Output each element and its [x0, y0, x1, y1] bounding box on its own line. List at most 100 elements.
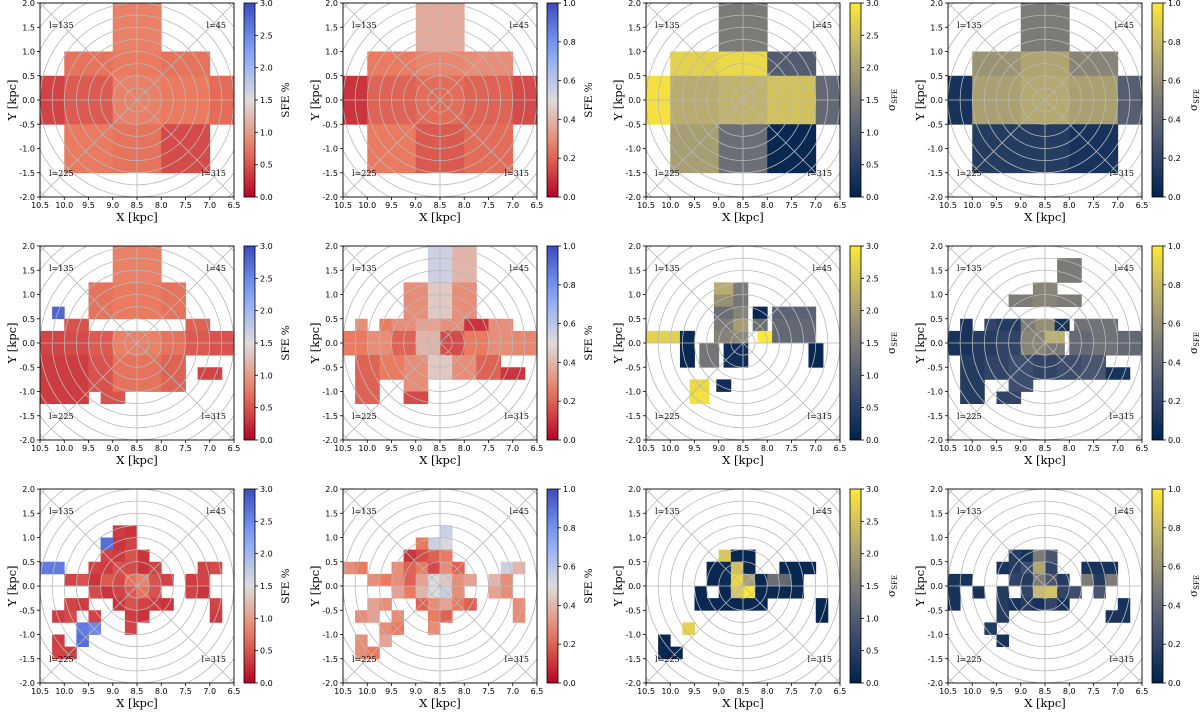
heatmap-cell — [1020, 573, 1034, 587]
y-tick-label: -1.5 — [625, 169, 641, 178]
colorbar-label-subscript: SFE — [891, 575, 899, 590]
y-tick-label: -1.5 — [322, 655, 338, 664]
colorbar-tick-label: 2.5 — [260, 274, 273, 283]
quadrant-label: l=225 — [957, 655, 982, 664]
x-tick-label: 10.5 — [637, 444, 655, 453]
x-tick-label: 7.0 — [203, 201, 216, 210]
heatmap-cell — [137, 549, 150, 563]
heatmap-cell — [391, 573, 405, 587]
polar-grid — [343, 489, 537, 683]
x-tick-label: 7.0 — [203, 444, 216, 453]
polar-grid — [646, 3, 840, 197]
grid-radial-line — [646, 585, 744, 683]
x-tick-label: 9.0 — [1014, 201, 1027, 210]
heatmap-cell — [706, 561, 720, 575]
colorbar — [849, 245, 862, 441]
x-tick-label: 7.0 — [1111, 687, 1124, 696]
heatmap-cell — [124, 537, 138, 551]
x-tick-label: 7.0 — [809, 201, 822, 210]
y-tick-label: -2.0 — [625, 679, 641, 688]
quadrant-label: l=135 — [655, 264, 680, 273]
colorbar — [849, 488, 862, 684]
heatmap-cell — [1105, 367, 1131, 380]
colorbar-tick-label: 0.5 — [260, 647, 273, 656]
x-tick-label: 10.0 — [963, 687, 981, 696]
grid-radial-line — [343, 585, 441, 683]
quadrant-label: l=225 — [655, 412, 680, 421]
heatmap-cell — [689, 391, 710, 405]
heatmap-cell — [694, 586, 708, 599]
colorbar-tick-label: 1.0 — [260, 614, 273, 623]
y-tick-label: -0.5 — [19, 120, 35, 129]
quadrant-label: l=45 — [1115, 264, 1134, 273]
heatmap-cell — [355, 355, 380, 405]
y-tick-label: 0.5 — [628, 315, 641, 324]
colorbar — [849, 2, 862, 198]
quadrant-label: l=315 — [504, 655, 529, 664]
colorbar-tick-label: 0.4 — [1168, 601, 1181, 610]
y-tick-label: -1.0 — [927, 631, 943, 640]
x-tick-label: 7.5 — [1087, 201, 1100, 210]
heatmap-cell — [752, 306, 768, 320]
heatmap-cell — [1057, 573, 1070, 587]
y-tick-label: -1.0 — [322, 145, 338, 154]
grid-radial-line — [343, 99, 441, 197]
y-tick-label: 1.0 — [930, 291, 943, 300]
y-axis-label: Y [kpc] — [611, 566, 625, 608]
heatmap-cell — [1045, 549, 1058, 563]
x-tick-label: 8.5 — [131, 201, 144, 210]
x-tick-label: 8.0 — [458, 444, 471, 453]
heatmap-cells — [658, 549, 829, 660]
y-tick-label: -0.5 — [322, 606, 338, 615]
x-tick-label: 8.0 — [761, 687, 774, 696]
heatmap-cell — [100, 537, 114, 551]
heatmap-cell — [197, 367, 223, 380]
y-tick-label: -1.5 — [322, 412, 338, 421]
heatmap-cell — [52, 306, 65, 320]
y-tick-label: -1.5 — [19, 655, 35, 664]
x-tick-label: 6.5 — [228, 687, 241, 696]
x-tick-label: 8.0 — [155, 444, 168, 453]
x-tick-label: 10.0 — [661, 687, 679, 696]
heatmap-cell — [679, 343, 695, 368]
quadrant-label: l=225 — [49, 169, 74, 178]
heatmap-cell — [996, 610, 1010, 623]
colorbar-tick-label: 0.0 — [866, 679, 879, 688]
heatmap-cell — [100, 573, 114, 587]
y-tick-label: -1.0 — [322, 388, 338, 397]
y-tick-label: 0.0 — [325, 582, 338, 591]
x-tick-label: 9.0 — [106, 201, 119, 210]
quadrant-label: l=135 — [352, 21, 377, 30]
heatmap-cell — [791, 561, 805, 575]
colorbar-tick-label: 0.6 — [563, 320, 576, 329]
panel-r3-c3: l=135 l=45 l=225 l=315 10.5 10.0 9.5 9.0 8.5 8.0 7… — [611, 485, 899, 710]
heatmap-cell — [415, 586, 429, 599]
quadrant-label: l=135 — [352, 264, 377, 273]
x-tick-label: 10.0 — [55, 687, 73, 696]
y-tick-label: -0.5 — [625, 606, 641, 615]
x-tick-label: 10.0 — [661, 444, 679, 453]
heatmap-cell — [100, 586, 114, 599]
y-tick-label: 1.5 — [325, 23, 338, 32]
heatmap-cell — [948, 598, 961, 611]
x-tick-label: 8.5 — [1039, 201, 1052, 210]
y-tick-label: -1.5 — [927, 169, 943, 178]
grid-radial-line — [1044, 585, 1142, 683]
heatmap-cell — [52, 610, 65, 623]
heatmap-cell — [1074, 318, 1119, 332]
x-tick-label: 10.0 — [358, 444, 376, 453]
y-tick-label: -1.5 — [625, 412, 641, 421]
heatmap-cell — [440, 537, 453, 551]
heatmap-cell — [718, 573, 732, 587]
colorbar-tick-label: 0.0 — [260, 679, 273, 688]
x-tick-label: 7.5 — [179, 201, 192, 210]
heatmap-cell — [427, 561, 441, 575]
colorbar-tick-label: 1.0 — [866, 614, 879, 623]
colorbar-tick-label: 0.0 — [1168, 193, 1181, 202]
grid-radial-line — [40, 99, 138, 197]
grid-radial-line — [742, 3, 840, 101]
y-tick-label: 0.5 — [325, 315, 338, 324]
grid-radial-line — [948, 3, 1046, 101]
grid-radial-line — [343, 3, 441, 101]
polar-grid — [343, 246, 537, 440]
